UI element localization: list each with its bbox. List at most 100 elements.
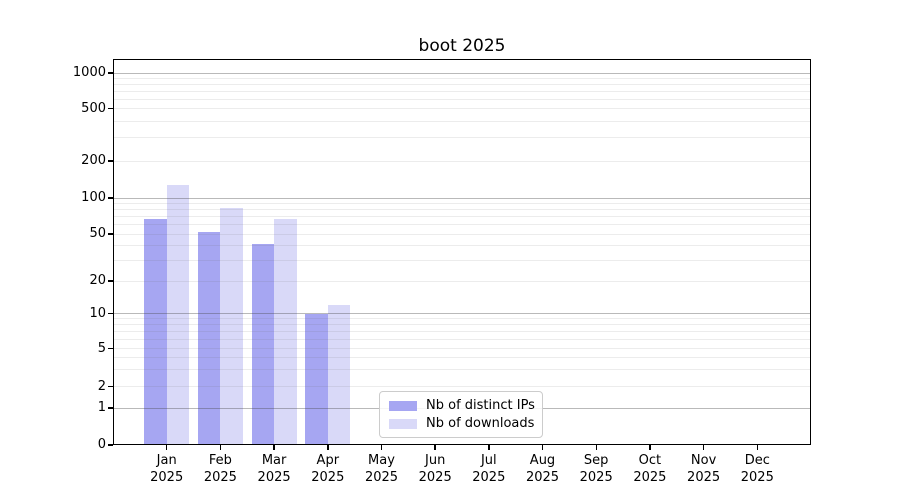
y-tick-mark — [108, 233, 113, 235]
gridline-minor — [113, 108, 811, 109]
x-tick-year: 2025 — [418, 470, 452, 485]
gridline-minor — [113, 216, 811, 217]
x-tick-label-may: May 2025 — [354, 452, 410, 486]
x-tick-month: Nov — [690, 453, 717, 468]
y-tick-label: 0 — [97, 437, 106, 452]
x-tick-label-nov: Nov 2025 — [676, 452, 732, 486]
gridline-major — [113, 197, 811, 199]
x-tick-month: Apr — [316, 453, 340, 468]
gridline-minor — [113, 357, 811, 359]
x-tick-mark — [219, 445, 222, 450]
gridline-minor — [113, 90, 811, 92]
x-tick-year: 2025 — [311, 470, 345, 485]
x-tick-month: Jun — [425, 453, 446, 468]
y-tick-mark — [108, 280, 113, 282]
gridline-minor — [113, 233, 811, 235]
gridline-minor — [113, 348, 811, 349]
y-tick-label: 500 — [81, 100, 106, 116]
x-tick-mark — [541, 445, 544, 450]
x-tick-mark — [756, 445, 759, 450]
gridline-minor — [113, 324, 811, 326]
y-tick-label: 5 — [97, 340, 106, 356]
y-tick-mark — [108, 407, 113, 409]
gridline-minor — [113, 83, 811, 85]
y-tick-label: 200 — [81, 153, 106, 168]
y-tick-mark — [108, 385, 113, 388]
x-tick-mark — [327, 445, 329, 450]
y-tick-label: 10 — [89, 305, 106, 321]
x-tick-year: 2025 — [257, 470, 291, 485]
y-tick-label: 2 — [97, 378, 106, 394]
x-tick-label-jun: Jun 2025 — [407, 452, 463, 486]
legend-row-distinct-ips: Nb of distinct IPs — [389, 398, 535, 413]
gridline-minor — [113, 386, 811, 387]
legend: Nb of distinct IPs Nb of downloads — [379, 391, 543, 438]
x-tick-month: Feb — [208, 453, 232, 468]
gridline-minor — [113, 224, 811, 225]
gridline-minor — [113, 137, 811, 139]
x-tick-month: Mar — [261, 453, 287, 468]
x-tick-month: Oct — [638, 453, 662, 468]
gridline-minor — [113, 318, 811, 320]
x-tick-mark — [488, 445, 490, 450]
x-tick-month: Jan — [156, 453, 177, 468]
y-tick-label: 1000 — [72, 65, 106, 80]
x-tick-year: 2025 — [472, 470, 506, 485]
bar-distinct-ips-jan — [144, 218, 167, 445]
x-tick-month: Aug — [529, 453, 556, 468]
y-tick-label: 100 — [81, 190, 106, 205]
x-tick-month: Jul — [480, 453, 497, 468]
x-tick-label-apr: Apr 2025 — [300, 452, 356, 486]
y-tick-label: 20 — [89, 273, 106, 288]
gridline-minor — [113, 244, 811, 246]
gridline-minor — [113, 369, 811, 371]
x-tick-mark — [434, 445, 436, 450]
legend-swatch-downloads — [389, 418, 417, 429]
chart-title: boot 2025 — [418, 36, 506, 56]
bar-downloads-feb — [220, 207, 243, 445]
x-tick-label-sep: Sep 2025 — [568, 452, 624, 486]
y-tick-mark — [108, 160, 113, 162]
gridline-minor — [113, 160, 811, 162]
x-tick-label-jan: Jan 2025 — [139, 452, 195, 486]
gridline-major — [113, 72, 811, 74]
bar-downloads-jan — [166, 184, 190, 445]
gridline-major — [113, 313, 811, 314]
x-tick-mark — [165, 445, 168, 450]
x-tick-mark — [702, 445, 705, 450]
gridline-minor — [113, 280, 811, 282]
y-tick-mark — [108, 444, 113, 446]
gridline-minor — [113, 203, 811, 204]
plot-area: Nb of distinct IPs Nb of downloads — [113, 59, 811, 445]
bar-distinct-ips-mar — [251, 244, 275, 445]
x-tick-mark — [595, 445, 597, 450]
x-tick-year: 2025 — [203, 470, 237, 485]
y-tick-mark — [108, 312, 113, 315]
legend-swatch-distinct-ips — [389, 400, 417, 411]
bar-downloads-apr — [327, 305, 351, 445]
x-tick-month: May — [368, 453, 395, 468]
x-tick-month: Sep — [583, 453, 609, 468]
bar-distinct-ips-feb — [197, 232, 221, 445]
legend-label-downloads: Nb of downloads — [426, 416, 535, 431]
x-tick-label-feb: Feb 2025 — [192, 452, 248, 486]
x-tick-year: 2025 — [579, 470, 613, 485]
gridline-minor — [113, 77, 811, 79]
y-tick-mark — [108, 107, 113, 110]
x-tick-label-jul: Jul 2025 — [461, 452, 517, 486]
x-tick-year: 2025 — [687, 470, 721, 485]
bar-downloads-mar — [274, 218, 297, 445]
gridline-minor — [113, 331, 811, 332]
gridline-minor — [113, 98, 811, 100]
legend-label-distinct-ips: Nb of distinct IPs — [426, 398, 535, 413]
y-tick-mark — [108, 347, 113, 350]
x-tick-year: 2025 — [740, 470, 774, 485]
gridline-minor — [113, 338, 811, 340]
x-tick-label-oct: Oct 2025 — [622, 452, 678, 486]
x-tick-mark — [380, 445, 383, 450]
legend-row-downloads: Nb of downloads — [389, 416, 535, 431]
gridline-minor — [113, 209, 811, 211]
x-tick-mark — [273, 445, 275, 450]
x-tick-label-mar: Mar 2025 — [246, 452, 302, 486]
